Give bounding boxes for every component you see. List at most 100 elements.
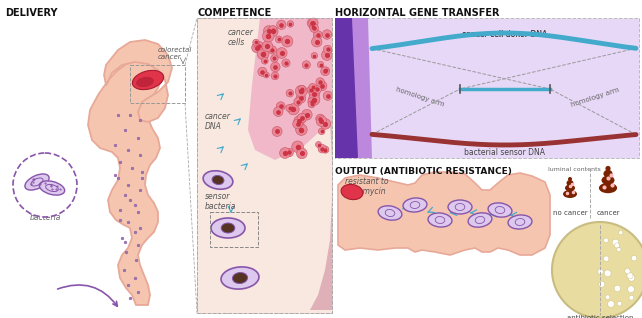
Ellipse shape [136, 77, 154, 87]
Text: COMPETENCE: COMPETENCE [198, 8, 272, 18]
Circle shape [263, 72, 269, 78]
Ellipse shape [211, 218, 245, 238]
Circle shape [322, 50, 333, 60]
Circle shape [297, 126, 306, 135]
Circle shape [276, 102, 285, 111]
Circle shape [299, 85, 306, 92]
Ellipse shape [221, 223, 235, 233]
Circle shape [271, 55, 278, 62]
FancyArrowPatch shape [58, 285, 117, 306]
Circle shape [302, 109, 312, 120]
Circle shape [625, 268, 630, 274]
Polygon shape [352, 18, 372, 158]
Circle shape [286, 104, 293, 112]
Circle shape [277, 20, 286, 30]
Circle shape [309, 23, 317, 31]
Polygon shape [335, 18, 360, 158]
Circle shape [627, 273, 633, 279]
Ellipse shape [468, 213, 492, 227]
Circle shape [628, 274, 635, 281]
Circle shape [273, 107, 283, 116]
Ellipse shape [341, 184, 363, 200]
Ellipse shape [566, 180, 573, 186]
Circle shape [270, 62, 280, 72]
Text: OUTPUT (ANTIBIOTIC RESISTANCE): OUTPUT (ANTIBIOTIC RESISTANCE) [335, 167, 512, 176]
Circle shape [262, 41, 273, 52]
Ellipse shape [203, 171, 233, 189]
Polygon shape [248, 18, 332, 160]
Ellipse shape [212, 176, 224, 184]
Circle shape [288, 104, 299, 115]
Circle shape [258, 67, 267, 76]
Circle shape [308, 101, 315, 108]
Circle shape [316, 116, 327, 127]
Polygon shape [296, 18, 332, 310]
Ellipse shape [403, 198, 427, 212]
Circle shape [323, 91, 333, 100]
Text: no cancer: no cancer [553, 210, 587, 216]
Circle shape [603, 256, 609, 261]
Circle shape [324, 45, 332, 54]
Circle shape [316, 114, 325, 123]
Ellipse shape [232, 273, 248, 284]
Ellipse shape [568, 177, 572, 181]
Circle shape [267, 26, 278, 37]
Circle shape [599, 281, 605, 287]
Ellipse shape [428, 213, 452, 227]
Circle shape [287, 21, 293, 27]
Text: colorectal
cancer: colorectal cancer [158, 47, 193, 60]
Text: homology arm: homology arm [395, 86, 445, 108]
Circle shape [296, 93, 306, 103]
Circle shape [272, 127, 282, 136]
Circle shape [321, 67, 330, 76]
Ellipse shape [599, 183, 617, 193]
Circle shape [618, 301, 622, 306]
Circle shape [619, 231, 623, 235]
Circle shape [605, 295, 610, 299]
Circle shape [603, 238, 609, 243]
Circle shape [255, 41, 263, 50]
Text: cancer
cells: cancer cells [228, 28, 254, 47]
Circle shape [271, 72, 279, 80]
Text: DELIVERY: DELIVERY [5, 8, 58, 18]
Circle shape [291, 141, 304, 153]
Polygon shape [338, 172, 550, 255]
Circle shape [311, 37, 322, 47]
Circle shape [294, 98, 302, 106]
Text: antibiotic selection
agar plate: antibiotic selection agar plate [567, 315, 633, 318]
Circle shape [313, 31, 322, 39]
Text: cancer: cancer [596, 210, 620, 216]
Circle shape [318, 144, 327, 153]
Ellipse shape [39, 181, 65, 195]
Circle shape [302, 61, 310, 69]
Circle shape [252, 43, 262, 53]
Circle shape [628, 286, 634, 293]
Circle shape [297, 113, 307, 123]
Polygon shape [88, 60, 162, 305]
Circle shape [307, 86, 315, 94]
Circle shape [309, 88, 320, 99]
Ellipse shape [563, 190, 577, 198]
Circle shape [268, 46, 277, 54]
Circle shape [317, 81, 327, 91]
Ellipse shape [602, 176, 614, 185]
Ellipse shape [448, 200, 472, 214]
Ellipse shape [508, 215, 532, 229]
Circle shape [263, 31, 274, 42]
Circle shape [322, 146, 329, 153]
Text: sensor
bacteria: sensor bacteria [30, 203, 61, 222]
Circle shape [276, 48, 287, 59]
Circle shape [13, 153, 77, 217]
Text: bacterial sensor DNA: bacterial sensor DNA [465, 148, 546, 157]
Circle shape [295, 85, 307, 97]
Circle shape [295, 124, 307, 135]
Circle shape [614, 285, 621, 292]
Text: cancer
DNA: cancer DNA [205, 112, 231, 131]
Circle shape [309, 18, 318, 27]
Circle shape [617, 247, 621, 252]
Circle shape [317, 61, 324, 68]
Circle shape [307, 18, 317, 28]
Text: HORIZONTAL GENE TRANSFER: HORIZONTAL GENE TRANSFER [335, 8, 499, 18]
Circle shape [311, 52, 318, 59]
Circle shape [632, 255, 637, 261]
